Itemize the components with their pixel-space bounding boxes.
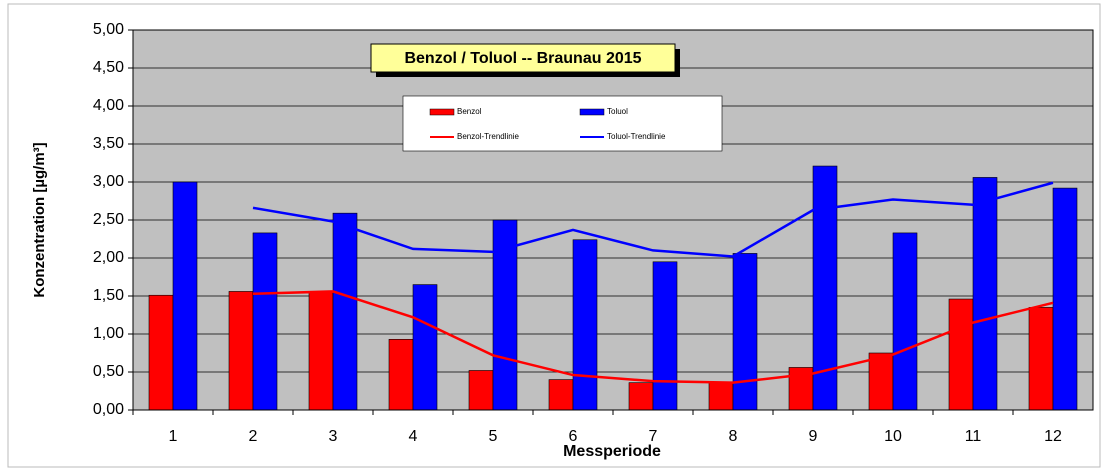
chart-title: Benzol / Toluol -- Braunau 2015	[404, 50, 641, 67]
legend-label: Benzol-Trendlinie	[457, 132, 520, 141]
y-tick-label: 0,50	[93, 363, 124, 380]
trend-line	[252, 290, 1054, 384]
x-tick-label: 5	[489, 428, 498, 445]
x-tick-label: 11	[965, 428, 982, 445]
bar	[708, 382, 734, 411]
bar	[308, 291, 334, 411]
bar	[1028, 307, 1054, 411]
y-axis-label: Konzentration [µg/m³]	[31, 142, 48, 297]
trend-line	[252, 181, 1054, 258]
bar	[652, 261, 678, 411]
y-tick-label: 3,50	[93, 135, 124, 152]
bar	[1052, 187, 1078, 411]
y-tick-label: 1,50	[93, 287, 124, 304]
legend-label: Benzol	[457, 107, 482, 116]
plot-border	[132, 29, 1094, 411]
bar	[148, 294, 174, 411]
bar	[468, 370, 494, 411]
bar	[252, 232, 278, 411]
bar	[572, 239, 598, 411]
bar	[868, 352, 894, 411]
x-tick-label: 6	[569, 428, 578, 445]
legend-swatch	[429, 108, 455, 116]
y-tick-label: 4,00	[93, 97, 124, 114]
bar	[172, 181, 198, 411]
bar	[972, 177, 998, 411]
title-box	[370, 43, 676, 73]
legend-label: Toluol	[607, 107, 628, 116]
x-tick-label: 3	[329, 428, 338, 445]
x-tick-label: 9	[809, 428, 818, 445]
x-tick-label: 7	[649, 428, 658, 445]
x-tick-label: 8	[729, 428, 738, 445]
y-tick-label: 4,50	[93, 59, 124, 76]
x-tick-label: 1	[169, 428, 178, 445]
x-tick-label: 10	[884, 428, 902, 445]
bar	[892, 232, 918, 411]
y-tick-label: 2,00	[93, 249, 124, 266]
bar	[628, 382, 654, 411]
bar	[332, 212, 358, 411]
bar	[948, 298, 974, 411]
legend-box	[402, 95, 723, 152]
x-tick-label: 2	[249, 428, 258, 445]
y-tick-label: 0,00	[93, 401, 124, 418]
y-tick-label: 3,00	[93, 173, 124, 190]
x-tick-label: 4	[409, 428, 418, 445]
x-tick-label: 12	[1044, 428, 1062, 445]
bar	[412, 284, 438, 411]
y-tick-label: 5,00	[93, 21, 124, 38]
bar	[548, 379, 574, 411]
bar	[228, 291, 254, 411]
legend-swatch	[579, 108, 605, 116]
x-axis-label: Messperiode	[563, 443, 661, 460]
bar	[388, 339, 414, 411]
legend-label: Toluol-Trendlinie	[607, 132, 666, 141]
y-tick-label: 2,50	[93, 211, 124, 228]
y-tick-label: 1,00	[93, 325, 124, 342]
bar	[732, 253, 758, 411]
